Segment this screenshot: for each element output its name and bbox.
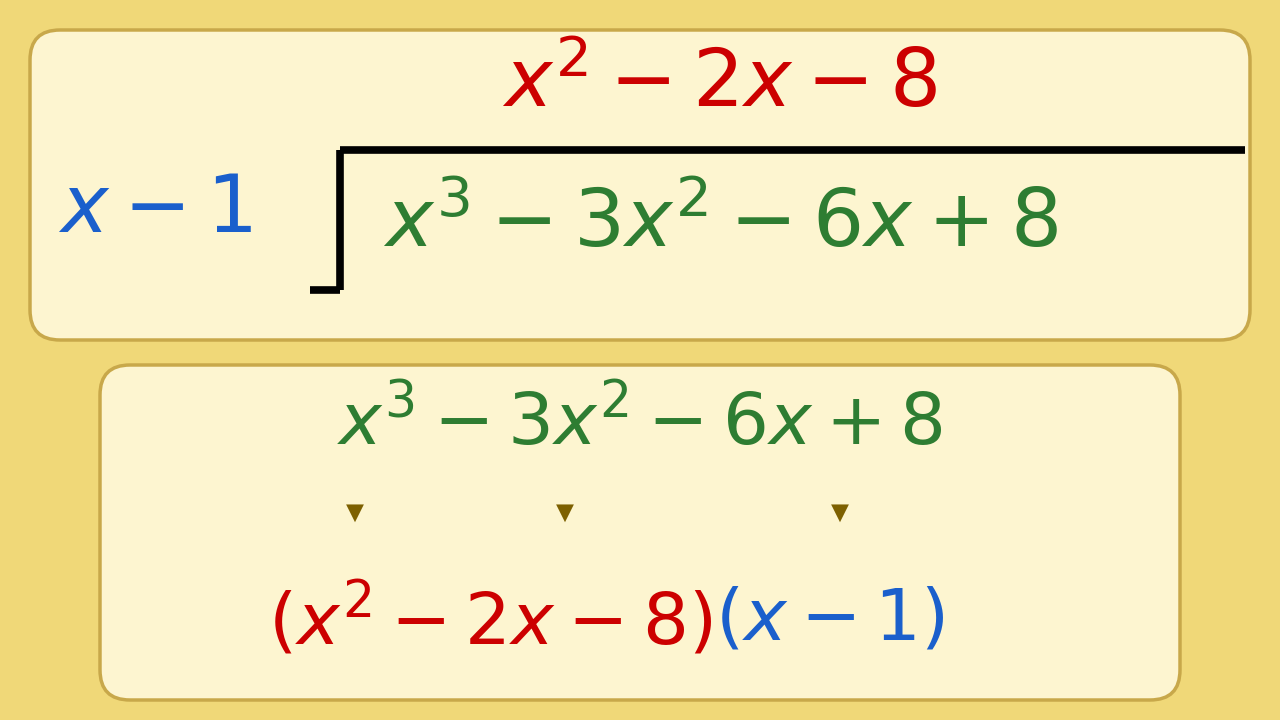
FancyBboxPatch shape [100, 365, 1180, 700]
Text: $x^3 - 3x^2 - 6x + 8$: $x^3 - 3x^2 - 6x + 8$ [383, 186, 1057, 264]
Text: $x^3 - 3x^2 - 6x + 8$: $x^3 - 3x^2 - 6x + 8$ [337, 389, 943, 461]
Text: $(x^2 - 2x - 8)$: $(x^2 - 2x - 8)$ [268, 580, 712, 660]
Text: $(x - 1)$: $(x - 1)$ [716, 585, 945, 654]
FancyBboxPatch shape [29, 30, 1251, 340]
Text: $x^2 - 2x - 8$: $x^2 - 2x - 8$ [502, 46, 938, 124]
Text: $x - 1$: $x - 1$ [58, 171, 252, 249]
